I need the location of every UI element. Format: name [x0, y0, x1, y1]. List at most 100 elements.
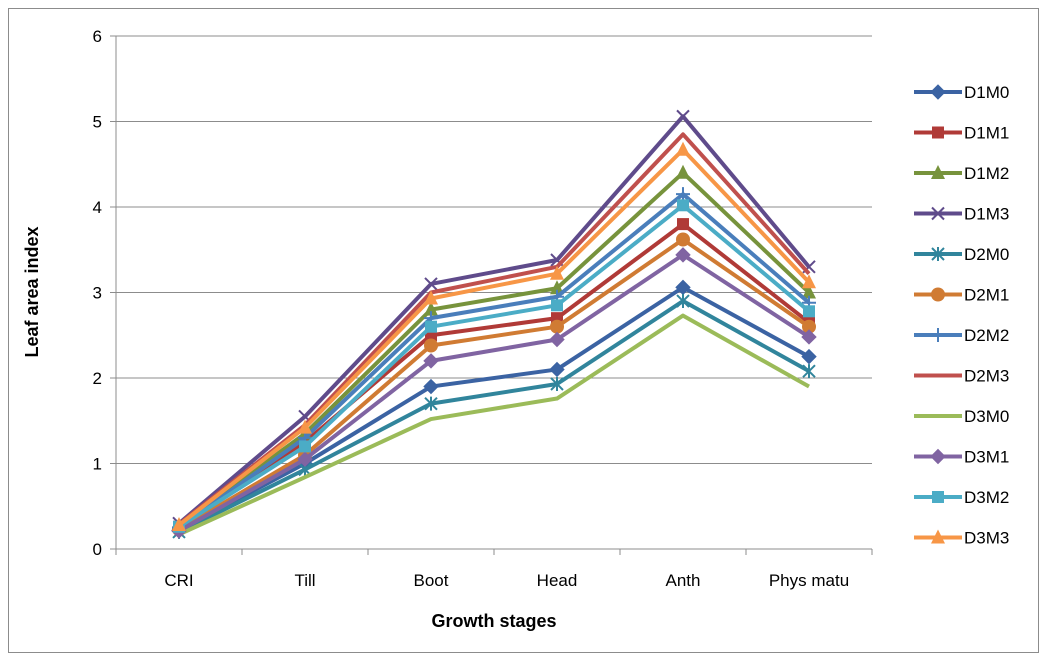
data-point [803, 305, 815, 318]
legend-item-d3m1: D3M1 [914, 448, 1009, 467]
legend-item-d1m3: D1M3 [914, 205, 1009, 224]
legend-label: D2M1 [964, 286, 1009, 305]
data-point [676, 232, 690, 247]
series-d2m0 [172, 294, 816, 539]
data-point [676, 141, 690, 156]
data-point [801, 348, 817, 365]
series-d1m3 [172, 109, 816, 531]
data-point [676, 294, 690, 309]
x-tick-label: Head [537, 571, 578, 590]
data-point [423, 353, 439, 369]
series-lines [171, 109, 817, 539]
x-tick-label: Phys matu [769, 571, 849, 590]
data-point [801, 329, 817, 345]
legend-label: D1M0 [964, 83, 1009, 102]
x-tick-label: Anth [666, 571, 701, 590]
data-point [930, 84, 946, 100]
y-tick-label: 5 [93, 113, 102, 132]
x-tick-label: Boot [414, 571, 449, 590]
legend-label: D2M0 [964, 245, 1009, 264]
legend-label: D1M1 [964, 124, 1009, 143]
series-line [177, 222, 811, 529]
data-point [931, 247, 945, 261]
series-line [177, 170, 811, 528]
series-line [178, 252, 811, 533]
y-tick-label: 3 [93, 284, 102, 303]
data-point [551, 299, 563, 312]
legend-item-d3m0: D3M0 [914, 407, 1009, 426]
data-point [802, 319, 816, 334]
data-point [677, 218, 689, 231]
data-point [423, 378, 439, 395]
y-tick-label: 4 [93, 198, 102, 217]
data-point [675, 247, 691, 263]
legend-item-d2m0: D2M0 [914, 245, 1009, 264]
legend-label: D1M2 [964, 164, 1009, 183]
series-d3m0 [178, 313, 810, 537]
series-line [177, 147, 811, 527]
legend-label: D3M1 [964, 448, 1009, 467]
legend: D1M0 D1M1 D1M2 D1M3 D2M0 D2M1 D2M2 D2M3 D3M0 D3M1… [914, 83, 1009, 548]
x-tick-label: CRI [164, 571, 193, 590]
y-tick-label: 6 [93, 27, 102, 46]
data-point [676, 109, 690, 124]
data-point [931, 206, 945, 221]
legend-label: D2M3 [964, 367, 1009, 386]
data-point [172, 517, 186, 532]
data-point [676, 164, 690, 179]
data-point [424, 277, 438, 291]
data-point [802, 364, 816, 379]
data-point [931, 529, 945, 544]
y-tick-label: 1 [93, 455, 102, 474]
gridlines [116, 35, 872, 464]
legend-item-d2m2: D2M2 [914, 326, 1009, 345]
data-point [550, 319, 564, 334]
series-line [178, 313, 810, 537]
data-point [299, 440, 311, 453]
x-tick-label: Till [294, 571, 315, 590]
legend-item-d3m2: D3M2 [914, 488, 1009, 507]
data-point [297, 451, 313, 467]
data-point [424, 301, 438, 316]
data-point [550, 280, 564, 295]
data-point [802, 284, 816, 299]
series-line [177, 203, 811, 529]
legend-item-d3m3: D3M3 [914, 529, 1009, 548]
data-point [425, 320, 437, 333]
series-line [177, 237, 811, 532]
data-point [549, 361, 565, 378]
legend-label: D3M3 [964, 529, 1009, 548]
legend-label: D1M3 [964, 205, 1009, 224]
data-point [550, 376, 564, 391]
data-point [298, 419, 312, 434]
y-tick-label: 0 [93, 540, 102, 559]
data-point [931, 328, 945, 342]
data-point [424, 338, 438, 353]
x-axis-title: Growth stages [431, 611, 556, 631]
data-point [802, 274, 816, 289]
data-point [549, 331, 565, 348]
axes [110, 35, 873, 555]
legend-item-d2m3: D2M3 [914, 367, 1009, 386]
legend-item-d2m1: D2M1 [914, 286, 1009, 305]
series-d3m2 [173, 199, 815, 533]
data-point [930, 448, 946, 465]
y-axis-title: Leaf area index [22, 226, 42, 357]
data-point [550, 265, 564, 280]
series-line [178, 285, 810, 532]
y-tick-label: 2 [93, 369, 102, 388]
legend-item-d1m0: D1M0 [914, 83, 1009, 102]
data-point [931, 287, 945, 302]
legend-label: D3M0 [964, 407, 1009, 426]
data-point [931, 165, 945, 179]
series-line [177, 114, 811, 525]
data-point [932, 491, 944, 503]
legend-item-d1m2: D1M2 [914, 164, 1009, 183]
data-point [424, 290, 438, 305]
series-d3m1 [171, 247, 817, 539]
series-d3m3 [172, 141, 816, 532]
data-point [676, 187, 690, 202]
legend-label: D2M2 [964, 326, 1009, 345]
data-point [424, 396, 438, 411]
